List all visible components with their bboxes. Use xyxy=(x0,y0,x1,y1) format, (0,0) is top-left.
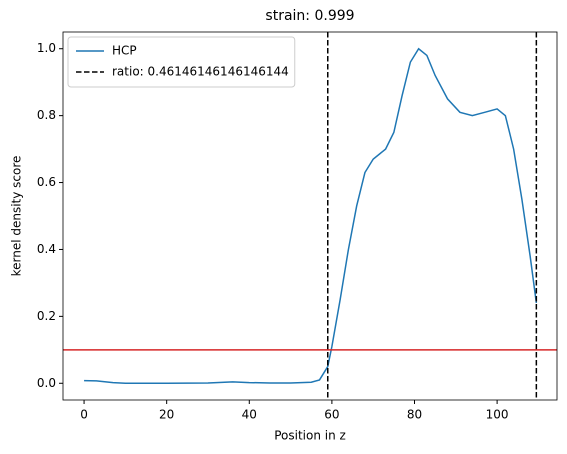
y-tick-label: 0.0 xyxy=(37,376,56,390)
legend-label: ratio: 0.46146146146146144 xyxy=(112,65,289,79)
data-line xyxy=(84,47,538,385)
x-tick-label: 40 xyxy=(242,408,257,422)
y-axis-label: kernel density score xyxy=(10,156,24,277)
chart-title: strain: 0.999 xyxy=(265,8,354,24)
y-tick-label: 0.2 xyxy=(37,309,56,323)
y-tick-label: 0.6 xyxy=(37,175,56,189)
x-tick-label: 100 xyxy=(486,408,509,422)
legend-label: HCP xyxy=(112,44,137,58)
y-tick-label: 0.4 xyxy=(37,242,56,256)
x-tick-label: 20 xyxy=(159,408,174,422)
x-axis-label: Position in z xyxy=(274,429,346,443)
y-tick-label: 1.0 xyxy=(37,41,56,55)
x-tick-label: 80 xyxy=(407,408,422,422)
legend-box xyxy=(67,36,296,88)
x-tick-label: 60 xyxy=(324,408,339,422)
y-tick-label: 0.8 xyxy=(37,108,56,122)
plot-frame xyxy=(62,31,558,401)
x-tick-label: 0 xyxy=(80,408,88,422)
